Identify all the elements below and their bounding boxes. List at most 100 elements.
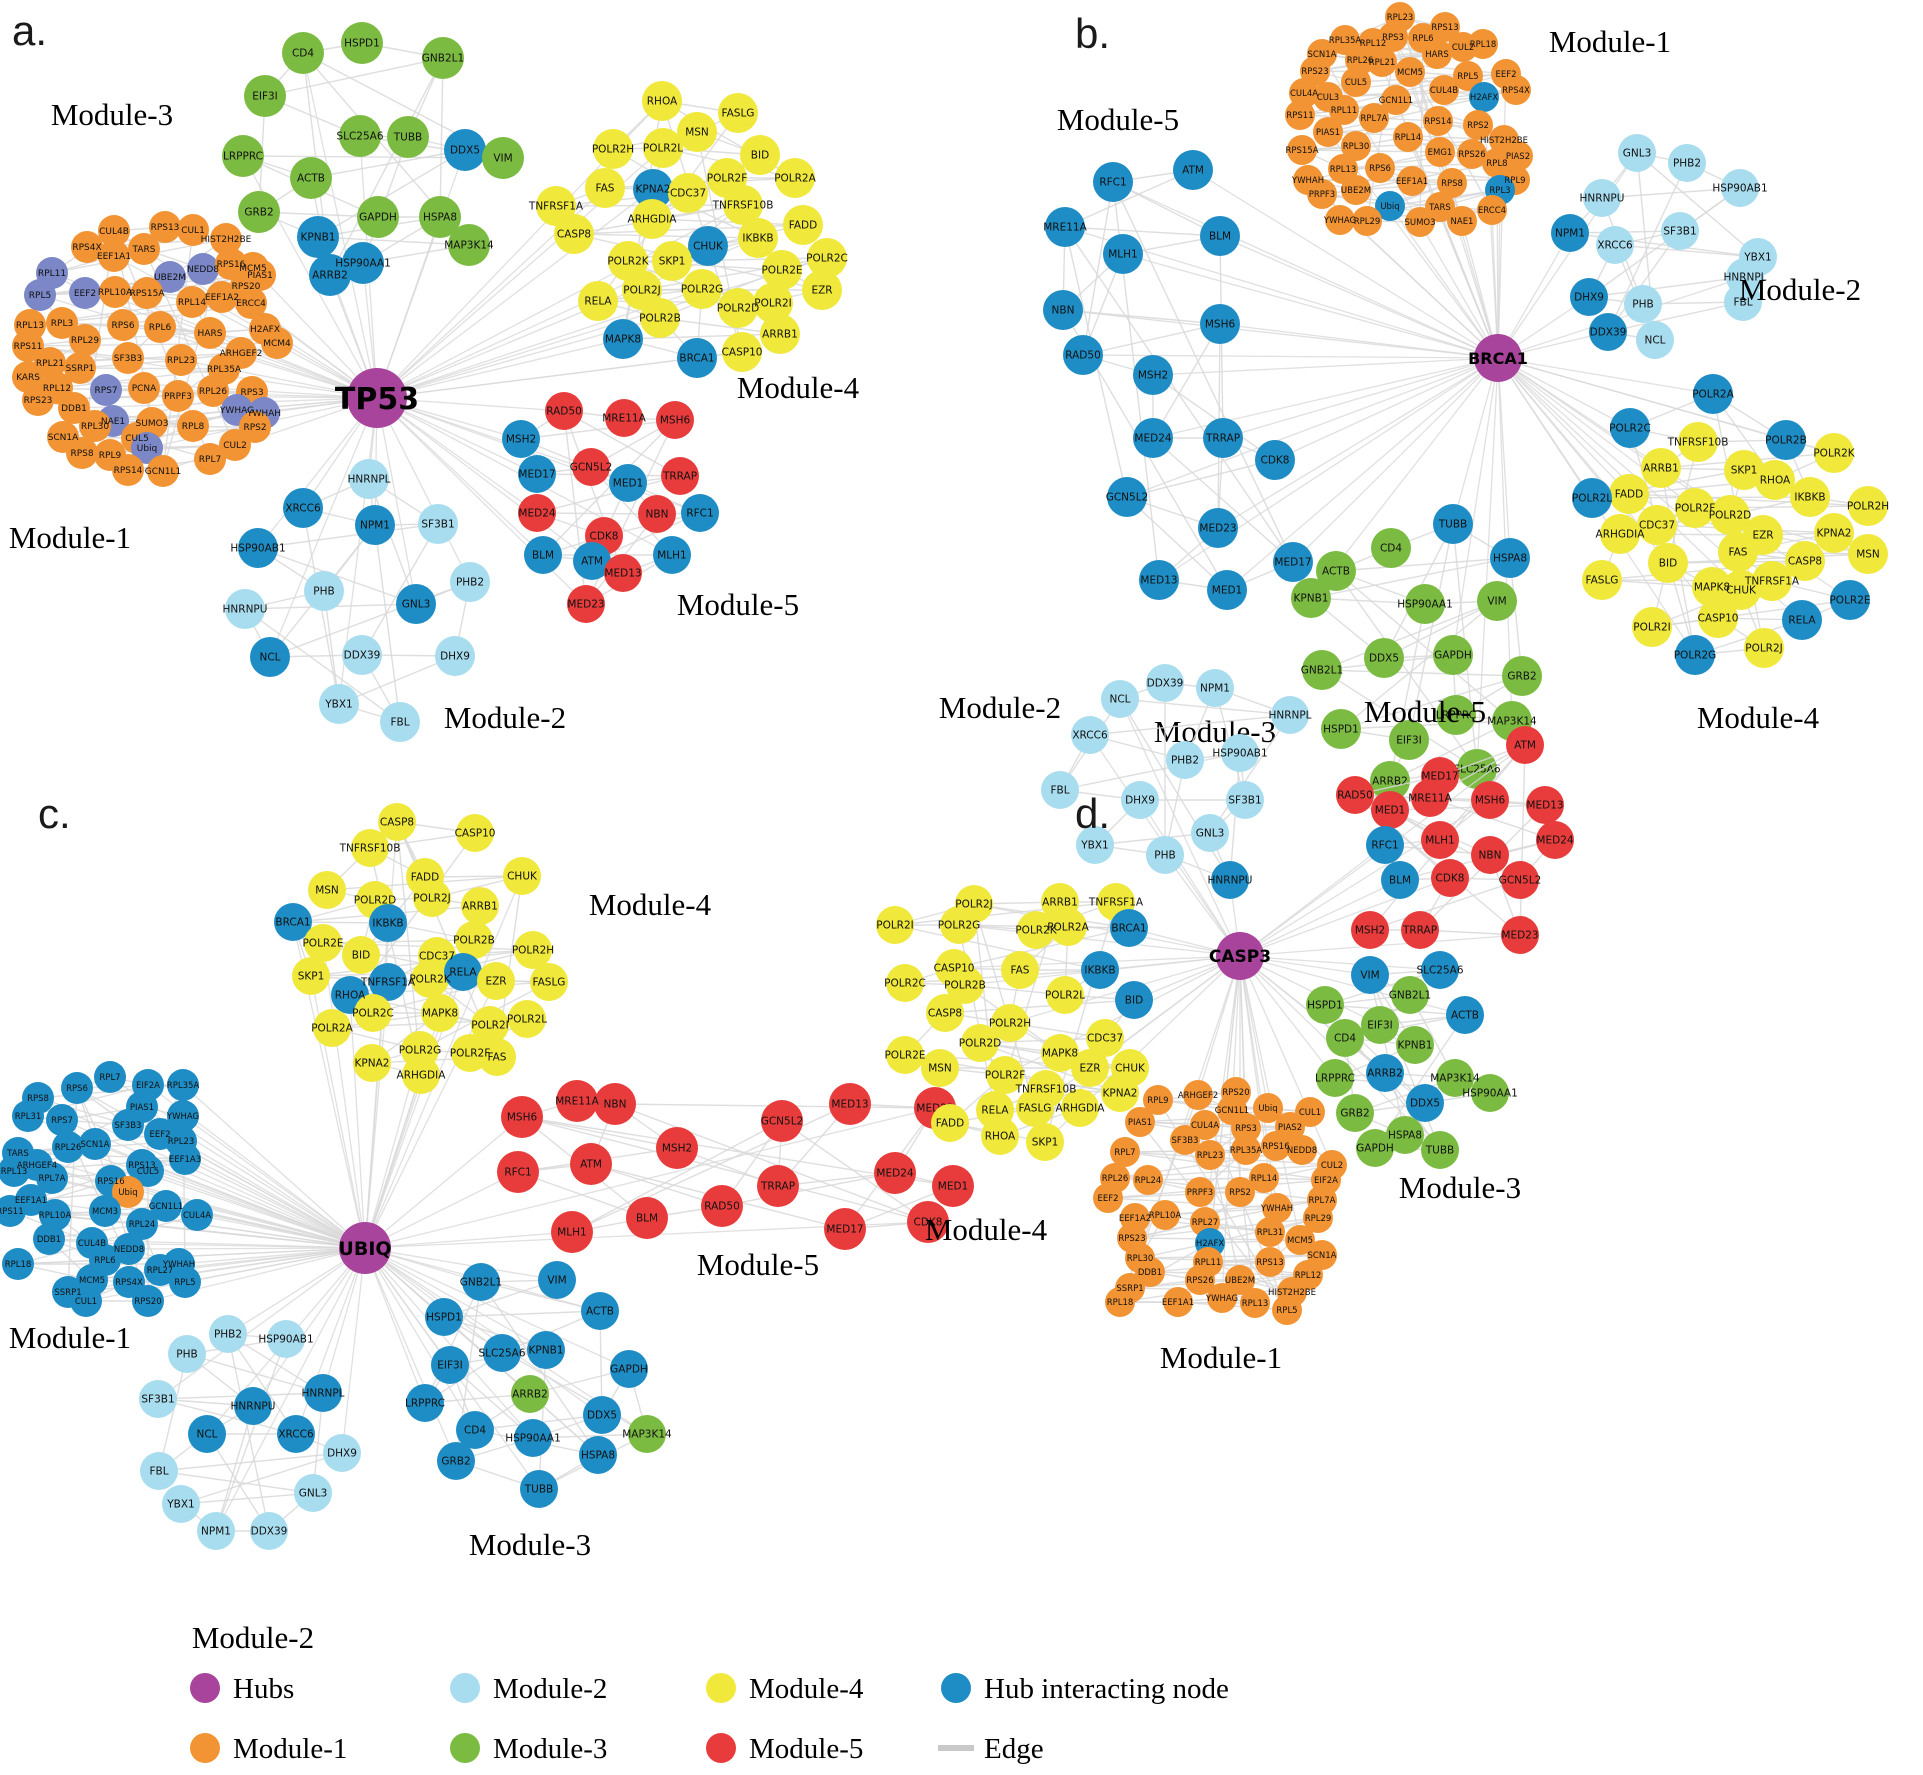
network-node-PHB bbox=[1624, 285, 1662, 323]
edge bbox=[361, 523, 439, 656]
legend-label: Module-1 bbox=[233, 1733, 347, 1765]
network-node-LRPPRC bbox=[1316, 1059, 1354, 1097]
network-node-DDX39 bbox=[1146, 664, 1184, 702]
edge bbox=[944, 999, 1135, 1014]
network-node-MLH1 bbox=[653, 536, 691, 574]
module-label: Module-3 bbox=[1154, 714, 1276, 749]
network-node-GAPDH bbox=[1356, 1129, 1394, 1167]
network-node-TNFRSF10B bbox=[351, 829, 389, 867]
module-label: Module-3 bbox=[1399, 1170, 1521, 1205]
hub-edge bbox=[1497, 232, 1571, 359]
network-node-MSH2 bbox=[1351, 911, 1389, 949]
network-node-GAPDH bbox=[357, 196, 399, 238]
network-node-TRRAP bbox=[757, 1165, 799, 1207]
network-node-YBX1 bbox=[319, 684, 359, 724]
hub-edge bbox=[364, 1247, 534, 1439]
network-node-ARRB2 bbox=[309, 254, 351, 296]
hub-edge bbox=[376, 204, 744, 399]
network-node-NPM1 bbox=[1196, 669, 1234, 707]
hub-edge bbox=[157, 1247, 366, 1400]
network-node-YWHAH bbox=[1262, 1193, 1292, 1223]
hub-edge bbox=[364, 1116, 523, 1249]
network-node-MAP3K14 bbox=[1436, 1059, 1474, 1097]
legend-label: Module-2 bbox=[493, 1673, 607, 1705]
network-node-MED24 bbox=[1133, 418, 1173, 458]
edge bbox=[622, 333, 781, 340]
network-node-MED23 bbox=[567, 585, 605, 623]
hub-edge bbox=[364, 1247, 426, 1404]
edge bbox=[322, 939, 475, 944]
hub-edge bbox=[1491, 209, 1499, 359]
network-node-RPS2 bbox=[1225, 1177, 1255, 1207]
network-node-RPL10A bbox=[39, 1199, 71, 1231]
edge bbox=[590, 1163, 723, 1207]
network-node-RAD50 bbox=[1336, 776, 1374, 814]
network-node-FAS bbox=[478, 1038, 516, 1076]
network-node-SLC25A6 bbox=[1421, 951, 1459, 989]
network-node-ERCC4 bbox=[1477, 195, 1507, 225]
network-node-POLR2C bbox=[354, 994, 392, 1032]
network-node-RFC1 bbox=[681, 494, 719, 532]
network-node-POLR2G bbox=[1675, 635, 1715, 675]
network-node-GNL3 bbox=[396, 584, 436, 624]
network-node-EIF3I bbox=[1361, 1006, 1399, 1044]
network-node-MED17 bbox=[1273, 542, 1313, 582]
network-node-RHOA bbox=[642, 81, 682, 121]
network-node-SKP1 bbox=[292, 957, 330, 995]
network-node-RPS11 bbox=[0, 1195, 26, 1227]
network-node-EZR bbox=[1071, 1049, 1109, 1087]
hub-node-UBIQ bbox=[339, 1222, 391, 1274]
network-node-XRCC6 bbox=[283, 488, 323, 528]
hub-edge bbox=[1239, 955, 1269, 1109]
network-node-HSPA8 bbox=[579, 1436, 617, 1474]
nodes-panel-a bbox=[12, 22, 847, 742]
network-node-EIF3I bbox=[431, 1346, 469, 1384]
network-node-CASP10 bbox=[1698, 598, 1738, 638]
network-node-YWHAG bbox=[1325, 205, 1355, 235]
network-node-CASP8 bbox=[1785, 541, 1825, 581]
network-node-GCN1L1 bbox=[1381, 85, 1411, 115]
edge bbox=[1340, 675, 1523, 730]
network-node-IKBKB bbox=[1790, 477, 1830, 517]
hub-node-BRCA1 bbox=[1474, 334, 1522, 382]
network-node-RPL5 bbox=[169, 1266, 201, 1298]
network-node-TNFRSF10B bbox=[723, 185, 763, 225]
network-node-MED1 bbox=[1371, 791, 1409, 829]
network-node-RPS26 bbox=[1185, 1265, 1215, 1295]
network-node-VIM bbox=[1477, 581, 1517, 621]
module-label: Module-2 bbox=[192, 1620, 314, 1655]
network-node-CDC37 bbox=[1086, 1019, 1124, 1057]
network-node-IKBKB bbox=[369, 904, 407, 942]
edge bbox=[439, 57, 444, 218]
edge bbox=[538, 1349, 547, 1490]
network-node-XRCC6 bbox=[1596, 226, 1634, 264]
hub-edge bbox=[37, 1097, 366, 1249]
hub-edge bbox=[227, 1247, 366, 1335]
module-label: Module-5 bbox=[697, 1247, 819, 1282]
module-label: Module-1 bbox=[9, 1320, 131, 1355]
hub-edge bbox=[1239, 955, 1466, 1016]
network-node-EEF2 bbox=[1093, 1183, 1123, 1213]
network-node-RPL30 bbox=[1341, 131, 1371, 161]
module-label: Module-1 bbox=[1160, 1340, 1282, 1375]
network-node-EEF1A1 bbox=[1397, 166, 1427, 196]
network-node-RPL10A bbox=[1150, 1200, 1180, 1230]
network-node-POLR2L bbox=[1046, 976, 1084, 1014]
edge bbox=[1082, 323, 1221, 356]
network-node-GCN5L2 bbox=[1501, 861, 1539, 899]
network-node-GRB2 bbox=[1502, 656, 1542, 696]
hub-edge bbox=[1034, 955, 1241, 1109]
network-node-RPL29 bbox=[69, 324, 101, 356]
network-node-POLR2B bbox=[640, 298, 680, 338]
edge bbox=[721, 1172, 896, 1207]
network-node-RPL14 bbox=[1393, 122, 1423, 152]
edge bbox=[532, 1433, 648, 1439]
legend-swatch-module-1 bbox=[190, 1733, 220, 1763]
edge bbox=[1389, 720, 1513, 782]
network-node-YWHAG bbox=[167, 1100, 199, 1132]
hub-edge bbox=[349, 994, 366, 1249]
network-node-MAP3K14 bbox=[628, 1415, 666, 1453]
network-node-HNRNPL bbox=[349, 459, 389, 499]
edge bbox=[1124, 1151, 1327, 1181]
network-node-KPNB1 bbox=[297, 216, 339, 258]
